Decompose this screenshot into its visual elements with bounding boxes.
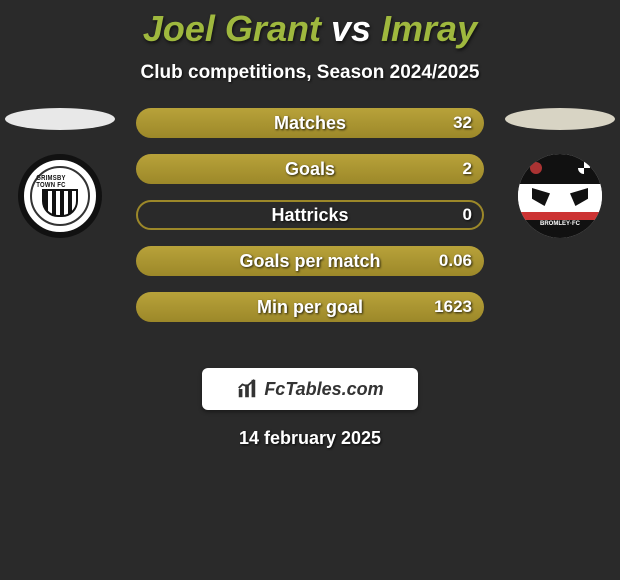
date-stamp: 14 february 2025: [0, 428, 620, 449]
stat-value: 0: [463, 200, 472, 230]
stat-label: Hattricks: [136, 200, 484, 230]
comparison-arena: GRIMSBY TOWN FC BROMLEY·FC Matches32 Goal…: [0, 108, 620, 348]
stat-bars: Matches32 Goals2 Hattricks0 Goals per match…: [136, 108, 484, 338]
subtitle: Club competitions, Season 2024/2025: [0, 62, 620, 84]
crest-right-icon: BROMLEY·FC: [518, 154, 602, 238]
brand-badge[interactable]: FcTables.com: [202, 368, 418, 410]
team-left: GRIMSBY TOWN FC: [0, 108, 120, 238]
stat-label: Min per goal: [136, 292, 484, 322]
title-vs: vs: [331, 8, 371, 49]
title-player2: Imray: [381, 8, 477, 49]
title-player1: Joel Grant: [143, 8, 321, 49]
stat-row: Min per goal1623: [136, 292, 484, 322]
crest-left-label: GRIMSBY TOWN FC: [36, 175, 84, 189]
brand-text: FcTables.com: [264, 379, 383, 400]
stat-row: Goals2: [136, 154, 484, 184]
page-title: Joel Grant vs Imray: [0, 0, 620, 50]
stat-value: 1623: [434, 292, 472, 322]
crest-left-icon: GRIMSBY TOWN FC: [18, 154, 102, 238]
stat-value: 0.06: [439, 246, 472, 276]
crest-right-label: BROMLEY·FC: [518, 220, 602, 238]
stat-value: 2: [463, 154, 472, 184]
stat-row: Matches32: [136, 108, 484, 138]
chart-icon: [236, 378, 258, 400]
team-right: BROMLEY·FC: [500, 108, 620, 238]
stat-value: 32: [453, 108, 472, 138]
stat-label: Matches: [136, 108, 484, 138]
stat-row: Goals per match0.06: [136, 246, 484, 276]
stat-row: Hattricks0: [136, 200, 484, 230]
stat-label: Goals per match: [136, 246, 484, 276]
shadow-ellipse-left: [5, 108, 115, 130]
shadow-ellipse-right: [505, 108, 615, 130]
stat-label: Goals: [136, 154, 484, 184]
